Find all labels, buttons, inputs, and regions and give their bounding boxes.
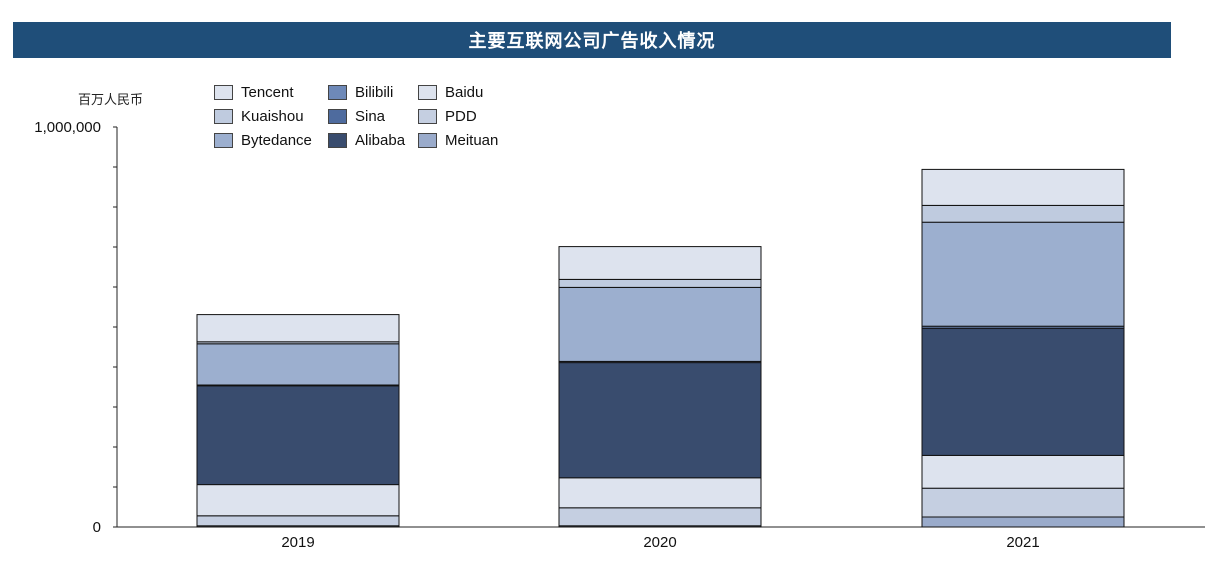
legend-swatch [214,133,233,148]
y-axis-unit-label: 百万人民币 [78,93,144,108]
legend-swatch [418,85,437,100]
bar-segment-baidu-2021 [921,454,1125,489]
legend-item-kuaishou: Kuaishou [214,105,328,128]
x-tick-label-2020: 2020 [643,534,676,551]
bar-segment-pdd-2021 [921,487,1125,518]
legend-label: Baidu [445,84,484,101]
bar-segment-alibaba-2019 [196,385,400,486]
legend-label: Sina [355,108,386,125]
bar-segment-alibaba-2020 [558,362,762,479]
bar-segment-bytedance-2020 [558,286,762,362]
bar-segment-tencent-2021 [921,168,1125,206]
bar-segment-meituan-2021 [921,516,1125,528]
bar-segment-alibaba-2021 [921,327,1125,456]
legend-swatch [418,133,437,148]
bar-segment-bytedance-2021 [921,221,1125,327]
bar-segment-pdd-2020 [558,507,762,527]
legend-item-baidu: Baidu [418,81,534,104]
legend-label: Alibaba [355,132,406,149]
bar-segment-kuaishou-2021 [921,204,1125,223]
legend-item-tencent: Tencent [214,81,328,104]
x-tick-label-2019: 2019 [281,534,314,551]
legend-item-bytedance: Bytedance [214,129,328,152]
x-tick-label-2021: 2021 [1006,534,1039,551]
y-tick-label-max: 1,000,000 [34,119,101,136]
legend-label: Tencent [241,84,294,101]
legend-item-meituan: Meituan [418,129,534,152]
bar-segment-tencent-2020 [558,246,762,280]
chart-title-bar: 主要互联网公司广告收入情况 [13,22,1171,58]
legend-label: Bilibili [355,84,394,101]
legend-item-bilibili: Bilibili [328,81,418,104]
y-tick-label-0: 0 [93,519,101,536]
bar-segment-tencent-2019 [196,314,400,343]
bar-segment-bytedance-2019 [196,343,400,386]
legend-item-alibaba: Alibaba [328,129,418,152]
legend-label: Kuaishou [241,108,304,125]
legend-label: PDD [445,108,477,125]
legend-swatch [214,85,233,100]
legend-swatch [328,133,347,148]
legend-item-pdd: PDD [418,105,534,128]
bar-segment-baidu-2020 [558,477,762,509]
legend-swatch [328,109,347,124]
legend-label: Meituan [445,132,499,149]
chart-legend: Tencent Bilibili Baidu Kuaishou Sina PDD Byted… [214,81,534,152]
bar-segment-baidu-2019 [196,484,400,517]
chart-title: 主要互联网公司广告收入情况 [468,31,716,52]
bar-segment-kuaishou-2020 [558,278,762,288]
legend-swatch [418,109,437,124]
legend-item-sina: Sina [328,105,418,128]
bar-segment-pdd-2019 [196,515,400,527]
legend-swatch [214,109,233,124]
legend-swatch [328,85,347,100]
legend-label: Bytedance [241,132,312,149]
